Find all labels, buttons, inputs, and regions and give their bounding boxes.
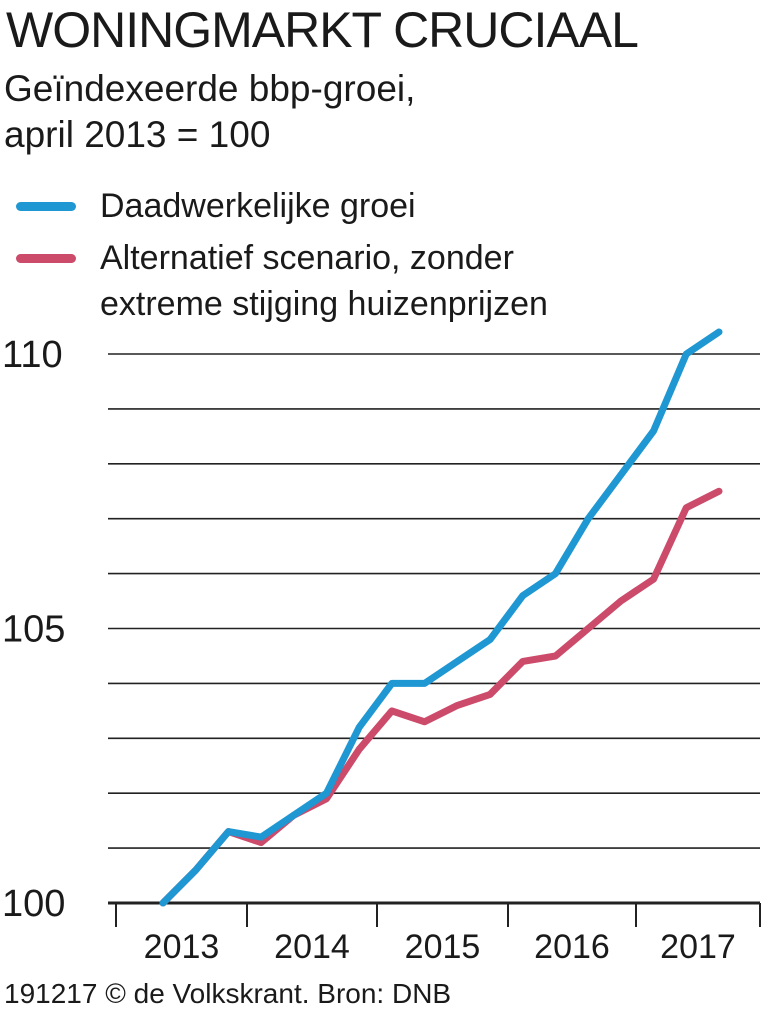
x-tick-label: 2016 (534, 928, 610, 966)
x-tick-label: 2013 (144, 928, 220, 966)
x-tick-label: 2017 (660, 928, 736, 966)
chart-subtitle: Geïndexeerde bbp-groei, april 2013 = 100 (4, 66, 415, 158)
series-line-alternative (159, 487, 723, 907)
legend-label-alternative-1: Alternatief scenario, zonder (100, 239, 514, 277)
legend-swatch-alternative (16, 254, 76, 263)
subtitle-line-1: Geïndexeerde bbp-groei, (4, 68, 416, 109)
legend-label-alternative-2: extreme stijging huizenprijzen (100, 285, 548, 323)
chart-title: WONINGMARKT CRUCIAAL (6, 2, 639, 58)
series-line-actual (159, 328, 723, 907)
x-tick-label: 2015 (405, 928, 481, 966)
source-credit: 191217 © de Volkskrant. Bron: DNB (4, 978, 452, 1009)
legend-swatch-actual (16, 202, 76, 211)
y-tick-label: 110 (2, 334, 63, 376)
y-tick-label: 105 (2, 609, 65, 651)
x-tick-label: 2014 (274, 928, 350, 966)
legend-label-actual: Daadwerkelijke groei (100, 187, 416, 225)
subtitle-line-2: april 2013 = 100 (4, 114, 271, 155)
y-tick-label: 100 (2, 883, 65, 925)
